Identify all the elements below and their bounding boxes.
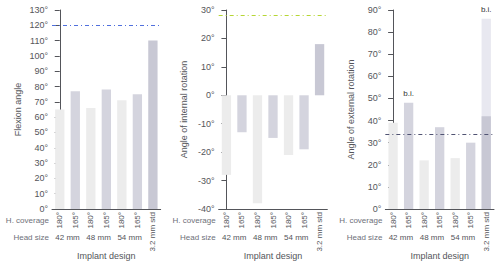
svg-text:0°: 0° — [206, 90, 215, 100]
svg-text:60°: 60° — [34, 112, 48, 122]
svg-text:54 mm: 54 mm — [117, 233, 142, 242]
svg-text:180°: 180° — [451, 212, 460, 229]
svg-text:42 mm: 42 mm — [55, 233, 80, 242]
svg-text:80°: 80° — [34, 82, 48, 92]
svg-text:42 mm: 42 mm — [389, 233, 414, 242]
svg-text:165°: 165° — [404, 212, 413, 229]
svg-text:90°: 90° — [368, 5, 382, 15]
svg-text:Head size: Head size — [347, 233, 383, 242]
svg-text:40°: 40° — [368, 116, 382, 126]
svg-text:10°: 10° — [201, 62, 215, 72]
svg-text:-10°: -10° — [198, 119, 215, 129]
svg-text:50°: 50° — [368, 93, 382, 103]
svg-text:b.i.: b.i. — [403, 89, 414, 98]
svg-text:70°: 70° — [34, 97, 48, 107]
svg-text:H. coverage: H. coverage — [339, 216, 383, 225]
svg-text:Angle of internal rotation: Angle of internal rotation — [179, 61, 189, 159]
svg-text:180°: 180° — [86, 212, 95, 229]
svg-text:20°: 20° — [368, 160, 382, 170]
svg-text:180°: 180° — [222, 212, 231, 229]
svg-text:165°: 165° — [269, 212, 278, 229]
svg-text:30°: 30° — [201, 5, 215, 15]
svg-text:180°: 180° — [253, 212, 262, 229]
svg-text:30°: 30° — [368, 138, 382, 148]
svg-text:70°: 70° — [368, 49, 382, 59]
svg-text:54 mm: 54 mm — [284, 233, 309, 242]
svg-text:60°: 60° — [368, 71, 382, 81]
svg-text:42 mm: 42 mm — [222, 233, 247, 242]
svg-text:b.i.: b.i. — [481, 5, 492, 14]
svg-text:3.2 mm std: 3.2 mm std — [315, 212, 324, 252]
svg-text:48 mm: 48 mm — [253, 233, 278, 242]
svg-text:3.2 mm std: 3.2 mm std — [482, 212, 491, 252]
svg-text:20°: 20° — [201, 33, 215, 43]
svg-text:165°: 165° — [466, 212, 475, 229]
svg-text:54 mm: 54 mm — [451, 233, 476, 242]
svg-text:50°: 50° — [34, 127, 48, 137]
svg-text:120°: 120° — [29, 20, 48, 30]
svg-text:3.2 mm std: 3.2 mm std — [148, 212, 157, 252]
svg-text:H. coverage: H. coverage — [6, 216, 50, 225]
svg-text:Implant design: Implant design — [77, 251, 136, 261]
svg-text:100°: 100° — [29, 51, 48, 61]
svg-text:165°: 165° — [102, 212, 111, 229]
svg-text:180°: 180° — [284, 212, 293, 229]
svg-text:Head size: Head size — [13, 233, 49, 242]
svg-text:180°: 180° — [420, 212, 429, 229]
svg-text:165°: 165° — [133, 212, 142, 229]
svg-text:165°: 165° — [71, 212, 80, 229]
svg-text:90°: 90° — [34, 66, 48, 76]
svg-text:10°: 10° — [368, 182, 382, 192]
svg-text:48 mm: 48 mm — [86, 233, 111, 242]
svg-text:48 mm: 48 mm — [420, 233, 445, 242]
svg-text:30°: 30° — [34, 158, 48, 168]
svg-text:165°: 165° — [435, 212, 444, 229]
svg-text:Implant design: Implant design — [410, 251, 469, 261]
svg-text:180°: 180° — [389, 212, 398, 229]
svg-text:180°: 180° — [117, 212, 126, 229]
svg-text:10°: 10° — [34, 189, 48, 199]
svg-text:110°: 110° — [30, 36, 48, 46]
svg-text:130°: 130° — [29, 5, 48, 15]
svg-text:40°: 40° — [34, 143, 48, 153]
svg-text:180°: 180° — [55, 212, 64, 229]
svg-text:Angle of external rotation: Angle of external rotation — [346, 59, 356, 159]
svg-text:Head size: Head size — [180, 233, 216, 242]
svg-text:80°: 80° — [368, 27, 382, 37]
svg-text:-40°: -40° — [198, 204, 215, 214]
svg-text:-30°: -30° — [198, 176, 215, 186]
svg-text:165°: 165° — [237, 212, 246, 229]
svg-text:Flexion angle: Flexion angle — [13, 83, 23, 137]
svg-text:-20°: -20° — [198, 147, 215, 157]
svg-text:H. coverage: H. coverage — [173, 216, 217, 225]
svg-text:0°: 0° — [39, 204, 48, 214]
svg-text:165°: 165° — [300, 212, 309, 229]
svg-text:20°: 20° — [34, 173, 48, 183]
svg-text:0°: 0° — [373, 204, 382, 214]
svg-text:Implant design: Implant design — [244, 251, 303, 261]
